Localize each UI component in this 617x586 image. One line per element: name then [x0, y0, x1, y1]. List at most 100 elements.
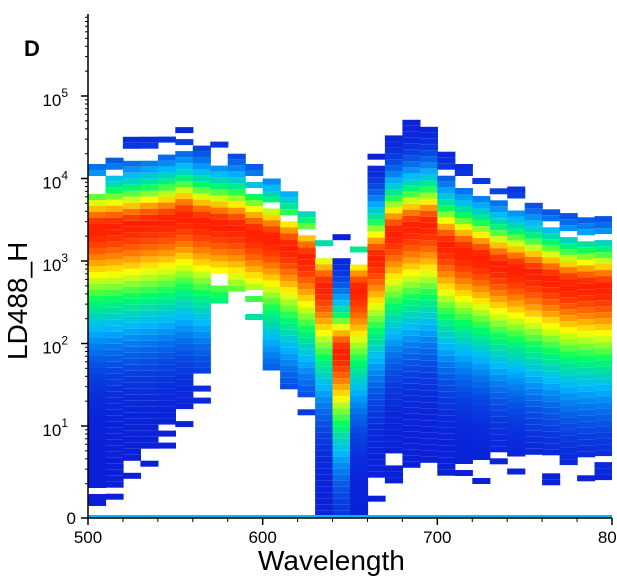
density-column	[315, 240, 334, 518]
density-cell	[262, 184, 281, 191]
density-cell	[210, 201, 229, 208]
density-cell	[472, 370, 491, 376]
density-column	[472, 178, 491, 484]
density-cell	[419, 138, 438, 145]
density-cell	[297, 331, 316, 338]
density-cell	[437, 391, 456, 398]
density-cell	[122, 244, 141, 251]
density-cell	[262, 292, 281, 299]
density-cell	[367, 219, 386, 226]
density-cell	[507, 324, 526, 331]
density-cell	[384, 171, 403, 178]
density-cell	[507, 408, 526, 415]
density-cell	[542, 419, 561, 426]
density-cell	[419, 318, 438, 325]
density-cell	[507, 426, 526, 433]
density-cell	[245, 212, 264, 218]
density-cell	[122, 394, 141, 401]
density-cell	[559, 387, 578, 394]
density-cell	[175, 421, 194, 428]
density-cell	[280, 197, 299, 204]
density-cell	[524, 382, 543, 389]
density-cell	[402, 455, 421, 462]
density-cell	[402, 311, 421, 318]
density-cell	[105, 385, 124, 392]
density-cell	[454, 266, 473, 272]
density-cell	[454, 164, 473, 170]
density-cell	[157, 340, 176, 347]
density-cell	[122, 436, 141, 443]
density-cell	[489, 224, 508, 231]
density-cell	[559, 435, 578, 442]
density-cell	[175, 289, 194, 296]
density-cell	[350, 372, 369, 379]
density-cell	[402, 215, 421, 222]
density-cell	[577, 355, 596, 362]
density-cell	[577, 271, 596, 278]
density-cell	[524, 334, 543, 341]
density-cell	[559, 255, 578, 262]
density-cell	[210, 243, 229, 250]
density-cell	[384, 435, 403, 442]
density-cell	[384, 201, 403, 208]
density-cell	[280, 377, 299, 384]
density-cell	[384, 381, 403, 388]
density-cell	[437, 295, 456, 302]
density-cell	[297, 409, 316, 416]
density-cell	[437, 151, 456, 158]
density-cell	[122, 400, 141, 407]
density-cell	[507, 336, 526, 343]
density-column	[227, 153, 246, 292]
density-cell	[175, 157, 194, 164]
density-cell	[105, 415, 124, 422]
density-cell	[472, 394, 491, 400]
density-cell	[402, 389, 421, 396]
density-cell	[454, 278, 473, 284]
density-cell	[210, 213, 229, 220]
density-cell	[419, 192, 438, 199]
density-cell	[157, 190, 176, 197]
density-cell	[262, 256, 281, 263]
density-cell	[402, 251, 421, 258]
density-cell	[157, 238, 176, 245]
density-cell	[122, 358, 141, 365]
density-cell	[315, 450, 334, 457]
density-cell	[542, 335, 561, 342]
density-cell	[559, 219, 578, 226]
density-cell	[315, 462, 334, 469]
density-cell	[88, 212, 107, 218]
density-cell	[140, 322, 159, 329]
density-cell	[472, 334, 491, 340]
density-cell	[489, 362, 508, 369]
density-cell	[559, 375, 578, 382]
density-cell	[175, 229, 194, 236]
density-cell	[489, 422, 508, 429]
density-cell	[507, 252, 526, 259]
density-column	[350, 246, 369, 518]
density-cell	[367, 351, 386, 358]
density-cell	[192, 187, 211, 194]
density-cell	[402, 461, 421, 468]
density-cell	[402, 329, 421, 336]
density-column	[105, 157, 124, 500]
density-cell	[175, 277, 194, 284]
density-cell	[367, 327, 386, 334]
density-cell	[402, 137, 421, 144]
density-cell	[315, 318, 334, 325]
density-cell	[402, 437, 421, 444]
density-cell	[594, 348, 612, 355]
density-cell	[384, 297, 403, 304]
density-cell	[350, 390, 369, 397]
density-cell	[297, 367, 316, 374]
density-cell	[384, 405, 403, 412]
density-cell	[489, 458, 508, 465]
density-cell	[192, 343, 211, 350]
density-cell	[577, 385, 596, 392]
density-cell	[192, 295, 211, 302]
density-cell	[315, 474, 334, 481]
density-cell	[245, 272, 264, 278]
density-cell	[419, 204, 438, 211]
density-cell	[122, 340, 141, 347]
density-column	[245, 164, 264, 320]
density-cell	[367, 267, 386, 274]
